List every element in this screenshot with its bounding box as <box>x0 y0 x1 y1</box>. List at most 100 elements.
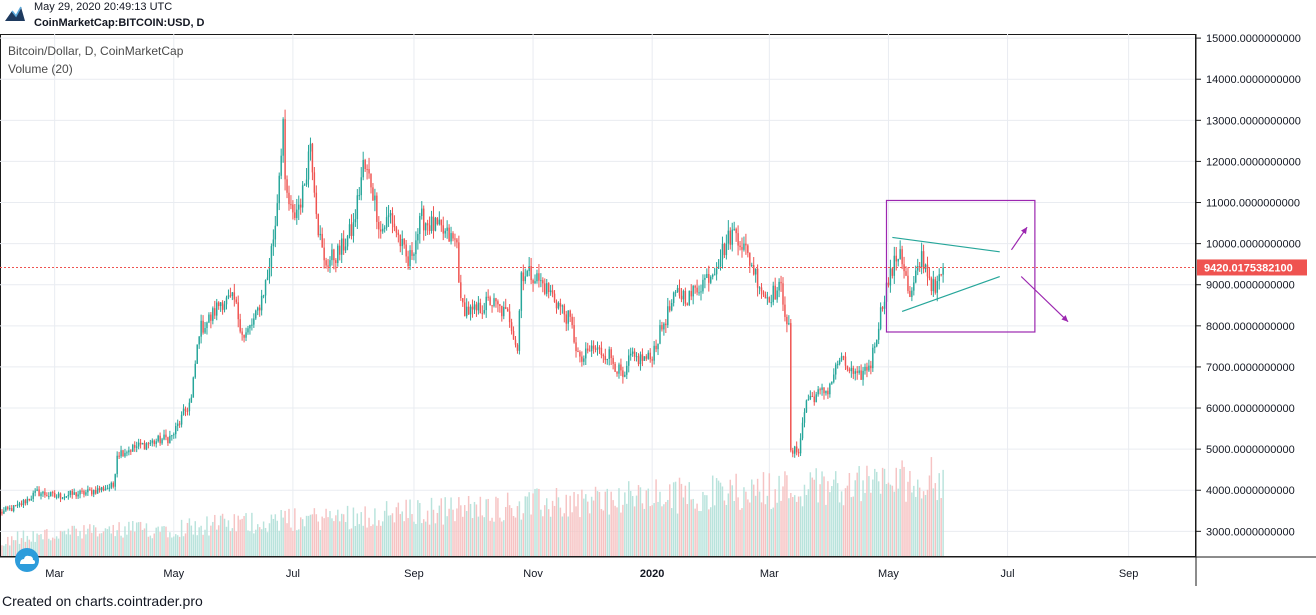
volume-bar <box>639 487 642 556</box>
volume-bar <box>715 478 718 556</box>
candle-body <box>672 292 675 304</box>
volume-bar <box>385 501 388 556</box>
candle-body <box>319 233 321 236</box>
volume-bar <box>278 530 280 556</box>
candle-body <box>217 302 220 307</box>
volume-bar <box>260 529 263 556</box>
volume-bar <box>243 516 245 556</box>
volume-bar <box>450 497 452 556</box>
candle-body <box>655 345 657 350</box>
volume-bar <box>895 467 897 556</box>
volume-bar <box>233 514 236 556</box>
candle-body <box>602 355 605 357</box>
volume-bar <box>458 497 460 556</box>
volume-bar <box>770 509 773 556</box>
candle-body <box>809 396 812 400</box>
volume-bar <box>766 495 769 556</box>
candle-body <box>96 488 99 494</box>
candle-body <box>547 283 550 293</box>
volume-bar <box>157 526 159 556</box>
volume-bar <box>438 505 441 556</box>
candle-body <box>124 452 126 457</box>
candle-body <box>612 358 614 364</box>
candle-body <box>137 442 140 447</box>
x-tick-label: Nov <box>523 568 543 580</box>
x-tick-label: May <box>163 568 184 580</box>
volume-bar <box>516 506 519 556</box>
candle-body <box>206 322 208 329</box>
volume-bar <box>555 488 558 556</box>
volume-bar <box>501 521 503 556</box>
volume-bar <box>624 492 626 556</box>
volume-bar <box>711 475 714 556</box>
candle-body <box>10 508 13 512</box>
candle-body <box>428 225 431 231</box>
candle-body <box>680 295 683 300</box>
volume-bar <box>65 534 68 556</box>
candle-body <box>305 179 308 185</box>
volume-bar <box>364 506 366 556</box>
volume-bar <box>686 504 689 556</box>
volume-bar <box>708 509 710 556</box>
volume-bar <box>633 506 636 556</box>
volume-bar <box>559 507 562 556</box>
volume-bar <box>903 466 905 556</box>
x-tick-label: Sep <box>404 568 424 580</box>
candle-body <box>702 279 704 292</box>
volume-bar <box>296 530 298 556</box>
volume-bar <box>752 484 755 556</box>
volume-bar <box>40 534 42 556</box>
candle-body <box>471 306 474 310</box>
volume-bar <box>774 489 776 556</box>
candle-body <box>454 238 456 240</box>
y-tick-label: 4000.0000000000 <box>1206 485 1295 497</box>
volume-bar <box>401 511 403 556</box>
candle-body <box>803 412 806 423</box>
candle-body <box>24 500 27 504</box>
volume-bar <box>825 504 827 556</box>
candle-body <box>608 349 610 360</box>
y-tick-label: 14000.0000000000 <box>1206 74 1301 86</box>
candle-body <box>587 348 589 351</box>
triangle-upper-line <box>892 236 1000 253</box>
volume-bar <box>850 497 853 556</box>
volume-bar <box>352 507 355 556</box>
price-axis[interactable]: 15000.0000000000 14000.0000000000 13000.00… <box>1196 34 1307 538</box>
volume-bar <box>909 470 911 556</box>
candle-body <box>44 491 46 496</box>
candle-body <box>94 490 97 494</box>
candle-body <box>73 492 75 495</box>
volume-bar <box>188 518 191 556</box>
price-chart[interactable]: 15000.0000000000 14000.0000000000 13000.00… <box>0 34 1316 586</box>
volume-bar <box>469 503 472 556</box>
candle-body <box>278 175 280 204</box>
candle-body <box>926 264 929 277</box>
candle-body <box>741 247 743 250</box>
volume-bar <box>915 496 917 556</box>
volume-bar <box>860 501 862 556</box>
candle-body <box>92 490 95 495</box>
volume-bar <box>672 482 675 556</box>
candle-body <box>128 450 130 453</box>
volume-bar <box>786 475 788 556</box>
candle-body <box>708 273 710 283</box>
volume-bar <box>524 496 526 556</box>
volume-bar <box>257 524 259 556</box>
candle-body <box>155 441 157 444</box>
candle-body <box>747 245 749 253</box>
candle-body <box>633 351 636 357</box>
candle-body <box>780 281 782 284</box>
candle-body <box>710 276 712 283</box>
x-tick-label: Sep <box>1119 568 1139 580</box>
candle-body <box>446 227 448 231</box>
candle-body <box>383 227 386 229</box>
candle-body <box>342 238 345 251</box>
candle-body <box>299 204 302 208</box>
candle-body <box>202 320 204 333</box>
volume-bar <box>553 505 556 556</box>
volume-bar <box>200 525 202 556</box>
volume-bar <box>549 516 552 556</box>
chart-frame[interactable]: 15000.0000000000 14000.0000000000 13000.00… <box>0 34 1316 586</box>
volume-bar <box>922 491 925 556</box>
time-axis[interactable]: Mar May Jul Sep Nov 2020 Mar May Jul Sep <box>45 568 1138 580</box>
